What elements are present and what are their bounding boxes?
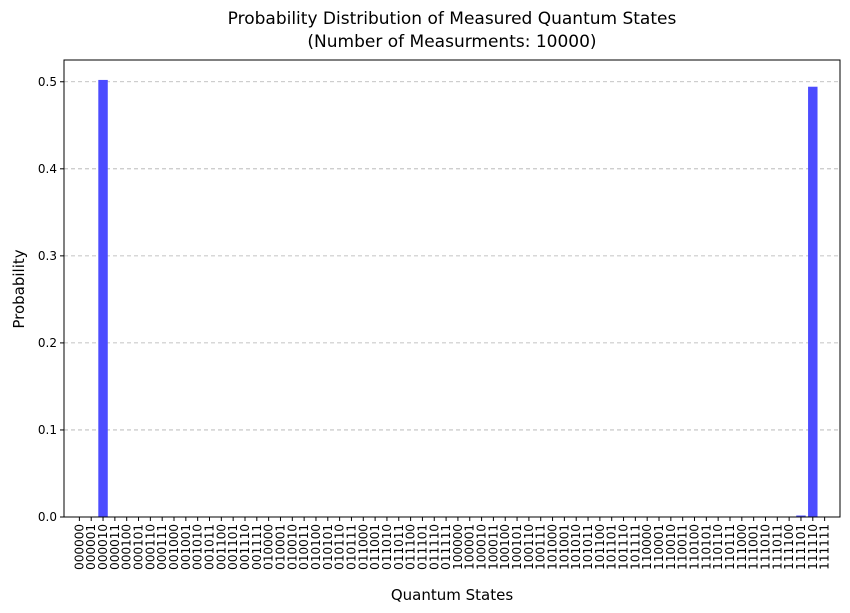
x-tick-label: 110110	[711, 524, 725, 570]
x-tick-label: 110000	[640, 524, 654, 570]
x-tick-label: 100011	[486, 524, 500, 570]
x-tick-label: 000110	[143, 524, 157, 570]
grid-lines	[64, 81, 840, 431]
x-tick-label: 011111	[439, 524, 453, 570]
bar-111110	[808, 86, 818, 517]
y-tick-label: 0.0	[38, 510, 57, 524]
x-tick-label: 000010	[96, 524, 110, 570]
x-tick-label: 001000	[167, 524, 181, 570]
x-tick-label: 001101	[226, 524, 240, 570]
x-tick-label: 001100	[214, 524, 228, 570]
x-tick-label: 010100	[309, 524, 323, 570]
x-tick-label: 110010	[664, 524, 678, 570]
x-tick-label: 000001	[84, 524, 98, 570]
x-tick-label: 100000	[451, 524, 465, 570]
x-tick-label: 100101	[510, 524, 524, 570]
y-tick-label: 0.1	[38, 423, 57, 437]
x-tick-label: 000101	[132, 524, 146, 570]
chart-title-line1: Probability Distribution of Measured Qua…	[228, 9, 677, 29]
x-tick-label: 101111	[628, 524, 642, 570]
x-tick-label: 001001	[179, 524, 193, 570]
y-tick-label: 0.3	[38, 249, 57, 263]
x-tick-label: 100110	[522, 524, 536, 570]
bar-000010	[98, 79, 108, 518]
x-tick-label: 101010	[569, 524, 583, 570]
x-tick-label: 111110	[806, 524, 820, 570]
x-tick-label: 110001	[652, 524, 666, 570]
x-axis-label: Quantum States	[391, 586, 513, 604]
x-tick-label: 001010	[191, 524, 205, 570]
x-tick-label: 100001	[463, 524, 477, 570]
x-tick-label: 101011	[581, 524, 595, 570]
x-tick-label: 100010	[475, 524, 489, 570]
x-tick-label: 000111	[155, 524, 169, 570]
x-tick-label: 110011	[676, 524, 690, 570]
x-tick-label: 010110	[333, 524, 347, 570]
x-tick-label: 010111	[344, 524, 358, 570]
x-tick-label: 111001	[747, 524, 761, 570]
y-tick-label: 0.5	[38, 75, 57, 89]
x-tick-label: 000011	[108, 524, 122, 570]
x-tick-label: 111100	[782, 524, 796, 570]
chart-title-line2: (Number of Measurments: 10000)	[307, 32, 596, 52]
x-tick-label: 111101	[794, 524, 808, 570]
x-tick-label: 011011	[392, 524, 406, 570]
x-tick-label: 111010	[758, 524, 772, 570]
x-tick-label: 101100	[593, 524, 607, 570]
x-tick-label: 001110	[238, 524, 252, 570]
x-tick-label: 101000	[546, 524, 560, 570]
x-axis: 0000000000010000100000110001000001010001…	[72, 517, 832, 570]
y-tick-label: 0.2	[38, 336, 57, 350]
x-tick-label: 100100	[498, 524, 512, 570]
x-tick-label: 000100	[120, 524, 134, 570]
x-tick-label: 101001	[557, 524, 571, 570]
x-tick-label: 111011	[770, 524, 784, 570]
y-tick-label: 0.4	[38, 162, 57, 176]
x-tick-label: 101101	[605, 524, 619, 570]
bars	[98, 79, 818, 518]
x-tick-label: 010011	[297, 524, 311, 570]
x-tick-label: 110100	[688, 524, 702, 570]
x-tick-label: 011100	[404, 524, 418, 570]
x-tick-label: 001011	[203, 524, 217, 570]
x-tick-label: 010001	[273, 524, 287, 570]
bar-111101	[796, 515, 806, 517]
y-axis: 0.0 0.1 0.2 0.3 0.4 0.5	[38, 75, 64, 524]
x-tick-label: 011110	[427, 524, 441, 570]
plot-frame	[63, 59, 841, 518]
x-tick-label: 011000	[356, 524, 370, 570]
x-tick-label: 011001	[368, 524, 382, 570]
x-tick-label: 100111	[534, 524, 548, 570]
x-tick-label: 010101	[321, 524, 335, 570]
x-tick-label: 101110	[617, 524, 631, 570]
x-tick-label: 111000	[735, 524, 749, 570]
x-tick-label: 000000	[72, 524, 86, 570]
y-axis-label: Probability	[10, 249, 28, 328]
x-tick-label: 010000	[262, 524, 276, 570]
x-tick-label: 010010	[285, 524, 299, 570]
x-tick-label: 111111	[818, 524, 832, 570]
x-tick-label: 011101	[415, 524, 429, 570]
x-tick-label: 110111	[723, 524, 737, 570]
x-tick-label: 011010	[380, 524, 394, 570]
x-tick-label: 001111	[250, 524, 264, 570]
x-tick-label: 110101	[699, 524, 713, 570]
